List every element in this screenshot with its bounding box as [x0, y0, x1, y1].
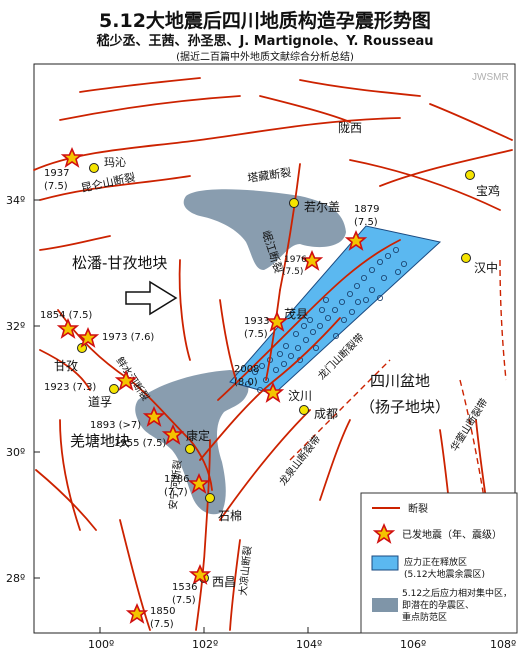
legend-stress-line2: 即潜在的孕震区、 [402, 599, 474, 611]
x-tick-106: 106º [400, 638, 426, 651]
map-authors: 嵇少丞、王茜、孙圣思、J. Martignole、Y. Rousseau [96, 34, 434, 49]
quake-1879-mag: (7.5) [354, 217, 378, 228]
quake-1850-year: 1850 [150, 606, 175, 617]
legend: 断裂 已发地震（年、震级） 应力正在释放区 (5.12大地震余震区) 5.12之… [360, 492, 518, 634]
city-maoxian: 茂县 [284, 307, 308, 321]
quake-1976-mag: (7.5) [282, 267, 303, 277]
x-tick-100: 100º [88, 638, 114, 651]
watermark: JWSMR [472, 72, 509, 83]
city-longxi: 陇西 [338, 120, 362, 135]
quake-1850-mag: (7.5) [150, 619, 174, 630]
quake-1937-mag: (7.5) [44, 181, 68, 192]
city-hanzhong: 汉中 [474, 260, 498, 275]
legend-release-swatch [371, 555, 399, 571]
quake-2008-year: 2008 [234, 364, 259, 375]
quake-1973: 1973 (7.6) [102, 332, 154, 343]
x-tick-104: 104º [296, 638, 322, 651]
legend-fault-label: 断裂 [408, 502, 428, 515]
region-yangtze: （扬子地块） [360, 398, 450, 416]
fault-lines [33, 77, 513, 631]
region-kangdian: 羌塘地块 [70, 432, 130, 450]
quake-2008-mag: (8.0) [234, 377, 258, 388]
quake-1536-year: 1536 [172, 582, 197, 593]
city-baoji: 宝鸡 [476, 183, 500, 198]
region-songpan: 松潘-甘孜地块 [72, 254, 167, 272]
fault-label-tazang: 塔藏断裂 [246, 165, 292, 185]
legend-release-sub: (5.12大地震余震区) [404, 568, 485, 580]
legend-stress-line1: 5.12之后应力相对集中区， [402, 587, 512, 599]
city-maqin: 玛沁 [104, 156, 126, 169]
city-kangding: 康定 [186, 428, 210, 443]
quake-1933-year: 1933 [244, 316, 269, 327]
x-tick-102: 102º [192, 638, 218, 651]
quake-1893: 1893 (>7) [90, 420, 141, 431]
quake-1786-mag: (7.7) [164, 487, 188, 498]
legend-earthquake-label: 已发地震（年、震级） [402, 528, 502, 541]
city-daofu: 道孚 [88, 395, 112, 409]
quake-1879-year: 1879 [354, 204, 379, 215]
map-source-note: (据近二百篇中外地质文献综合分析总结) [176, 52, 354, 63]
quake-1536-mag: (7.5) [172, 595, 196, 606]
quake-1955: 1955 (7.5) [114, 438, 166, 449]
fault-lines-dashed [289, 259, 507, 511]
legend-release-label: 应力正在释放区 [404, 556, 467, 568]
quake-1786-year: 1786 [164, 474, 189, 485]
city-chengdu: 成都 [314, 407, 338, 421]
legend-stress-line3: 重点防范区 [402, 611, 447, 623]
quake-1933-mag: (7.5) [244, 329, 268, 340]
y-tick-28: 28º [6, 572, 25, 585]
quake-1937-year: 1937 [44, 168, 69, 179]
quake-1976-year: 1976 [284, 255, 307, 265]
city-shimian: 石棉 [218, 509, 242, 523]
quake-1923: 1923 (7.3) [44, 382, 96, 393]
y-tick-34: 34º [6, 194, 25, 207]
aftershock-zone [229, 225, 442, 395]
city-ruoergai: 若尔盖 [304, 199, 340, 214]
city-xichang: 西昌 [212, 575, 236, 589]
legend-stress-swatch [372, 598, 398, 612]
y-tick-30: 30º [6, 446, 25, 459]
city-ganzi: 甘孜 [54, 359, 78, 373]
region-sichuan-basin: 四川盆地 [370, 372, 430, 390]
quake-1854: 1854 (7.5) [40, 310, 92, 321]
map-title: 5.12大地震后四川地质构造孕震形势图 [99, 10, 431, 32]
movement-arrow [125, 280, 178, 316]
aftershock-dots [244, 246, 407, 393]
x-tick-108: 108º [490, 638, 516, 651]
y-tick-32: 32º [6, 320, 25, 333]
city-wenchuan: 汶川 [288, 388, 312, 403]
stress-zone-north [183, 189, 346, 270]
